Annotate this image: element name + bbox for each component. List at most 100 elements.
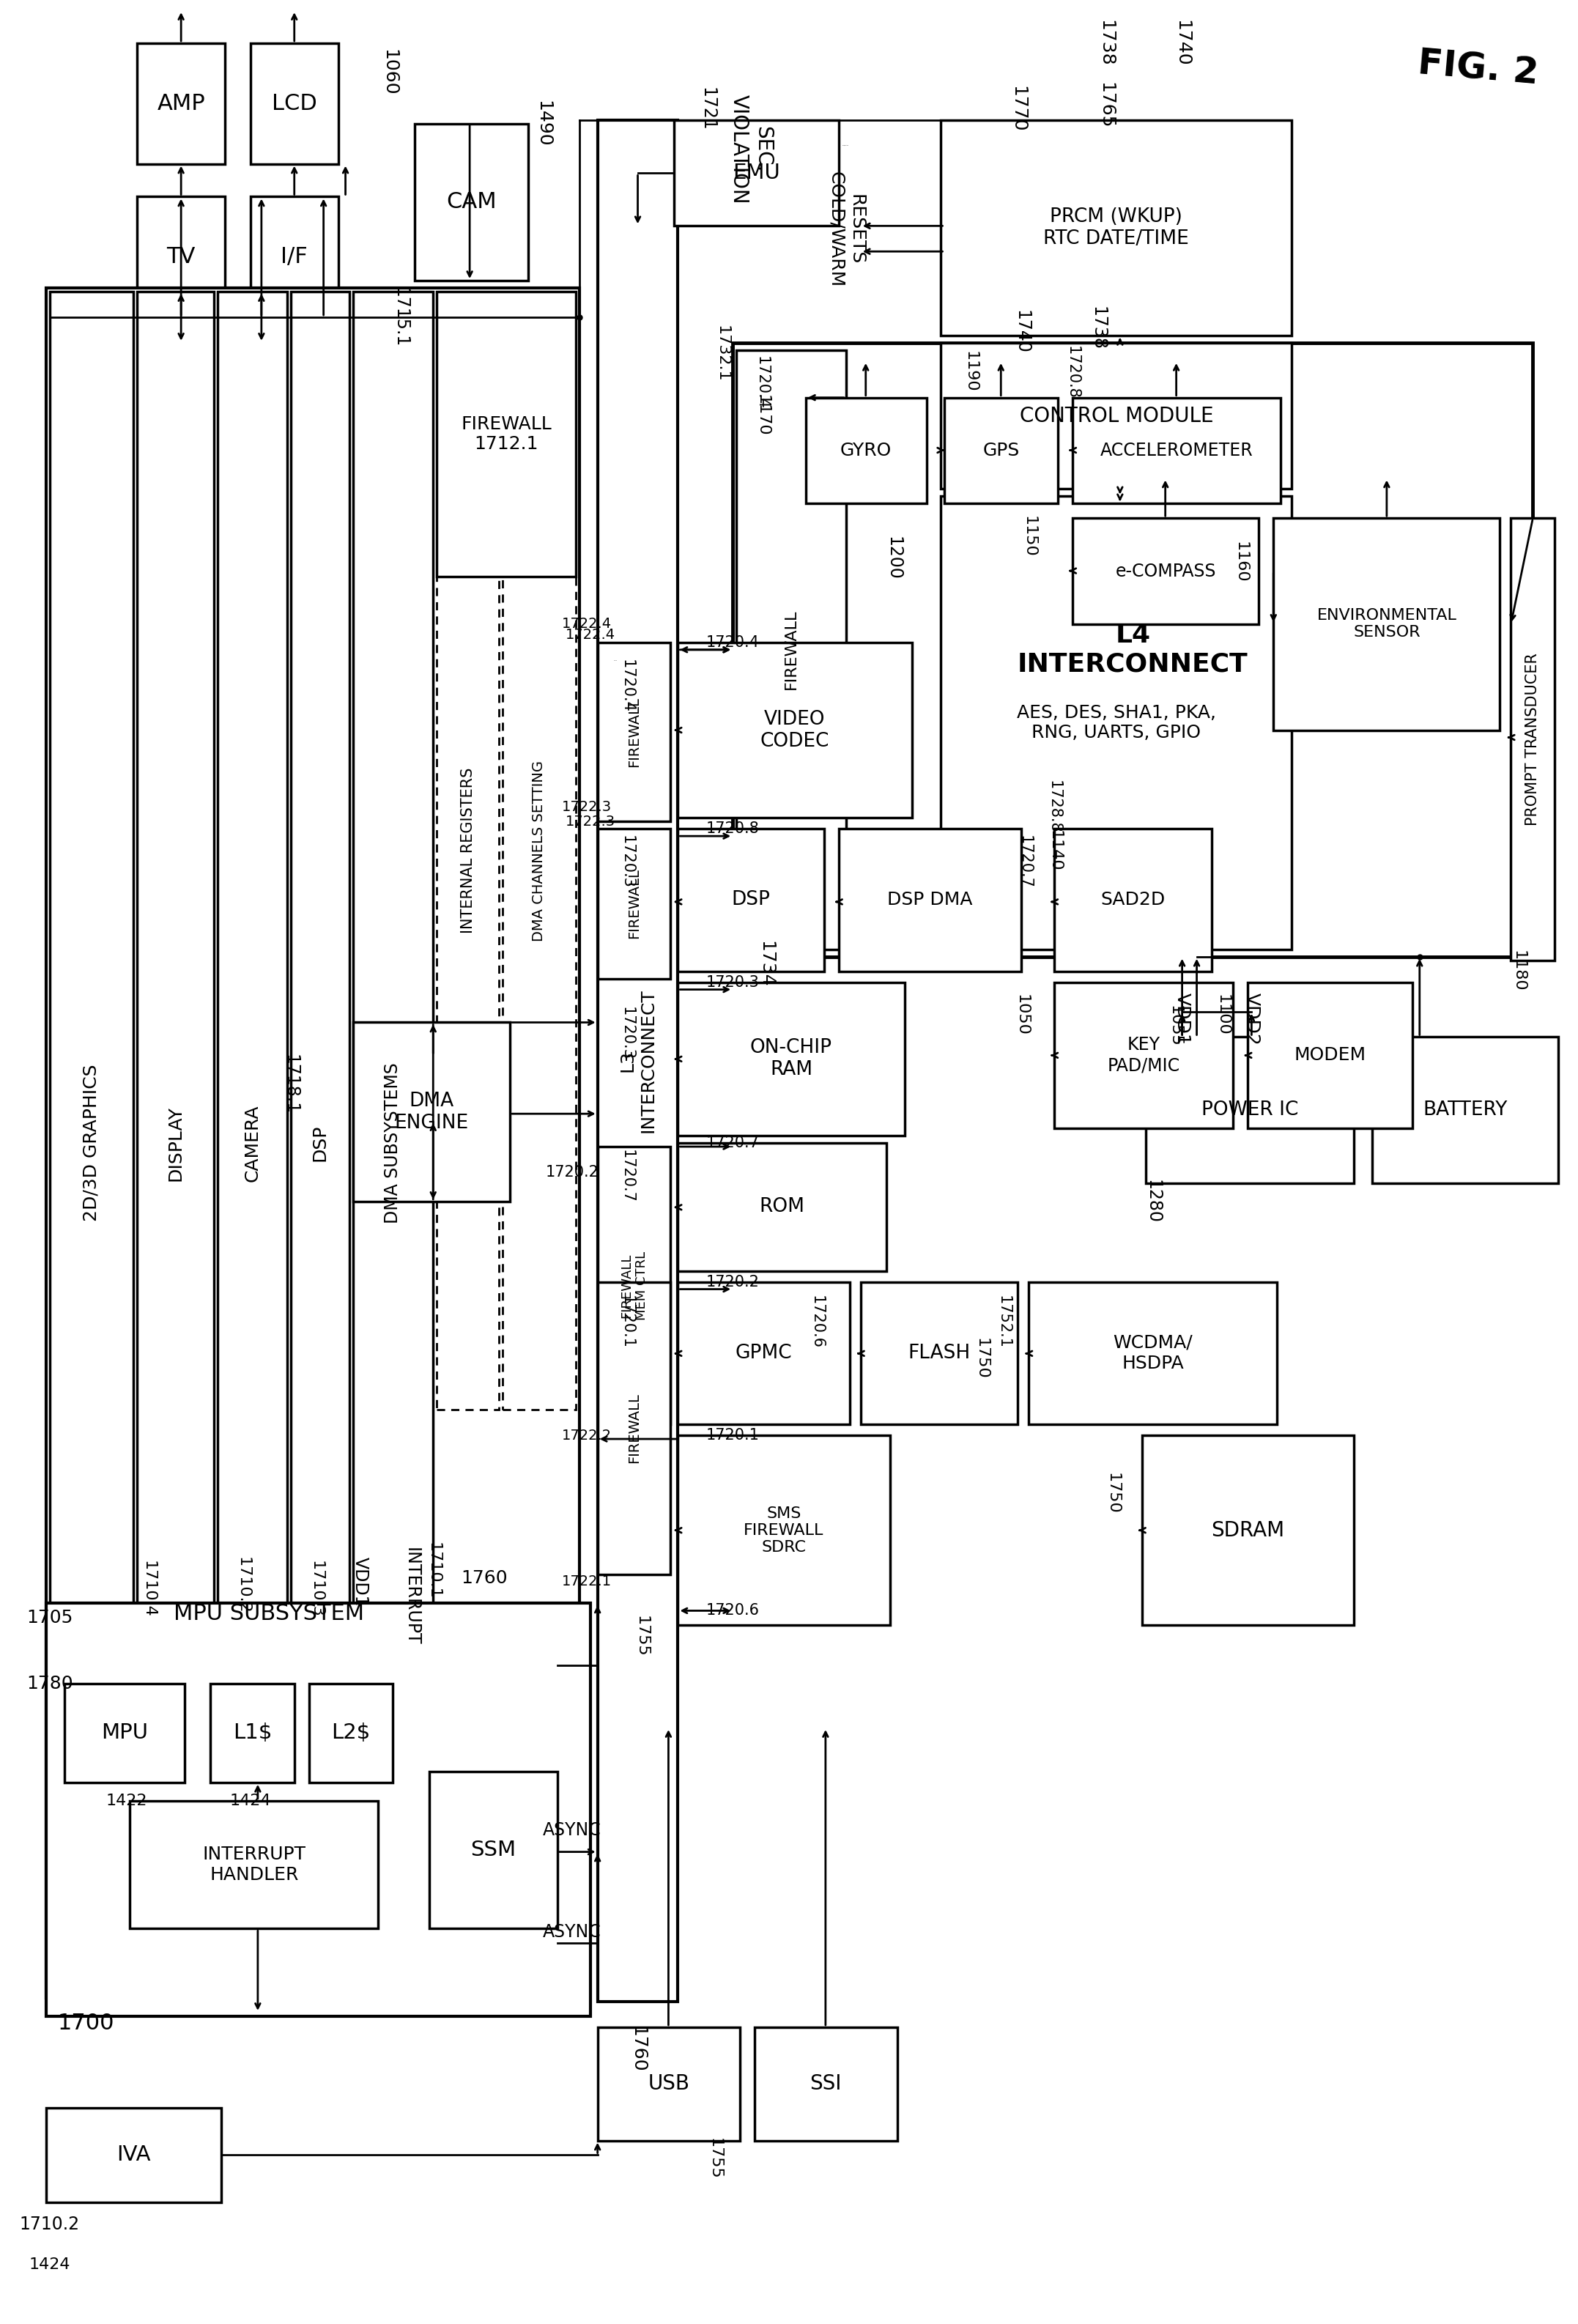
Text: 1280: 1280 <box>1144 1181 1161 1222</box>
Text: EMU: EMU <box>732 163 780 184</box>
Text: AES, DES, SHA1, PKA,
RNG, UARTS, GPIO: AES, DES, SHA1, PKA, RNG, UARTS, GPIO <box>1016 704 1217 741</box>
Text: DSP DMA: DSP DMA <box>887 890 972 909</box>
Text: TV: TV <box>167 246 196 267</box>
Text: FIG. 2: FIG. 2 <box>1415 46 1540 91</box>
Text: 1750: 1750 <box>1105 1473 1120 1515</box>
Text: RESETS
COLD/WARM: RESETS COLD/WARM <box>827 172 865 288</box>
Text: 1720.7: 1720.7 <box>705 1136 759 1150</box>
Text: FLASH: FLASH <box>907 1343 970 1362</box>
Text: CAM: CAM <box>447 191 497 214</box>
Bar <box>1073 518 1259 625</box>
Text: 1738: 1738 <box>1089 307 1106 351</box>
Bar <box>309 1685 393 1783</box>
Text: FIREWALL: FIREWALL <box>626 1392 641 1464</box>
Text: L2$: L2$ <box>331 1722 371 1743</box>
Bar <box>679 1143 887 1271</box>
Text: FIREWALL
MEM CTRL: FIREWALL MEM CTRL <box>620 1250 649 1320</box>
Bar <box>46 288 579 1999</box>
Text: 1752.1: 1752.1 <box>996 1294 1010 1348</box>
Text: 1720.2: 1720.2 <box>546 1164 598 1181</box>
Bar <box>598 1283 671 1573</box>
Text: 1424: 1424 <box>230 1794 271 1808</box>
Text: 1718.1: 1718.1 <box>282 1055 300 1116</box>
Text: 1740: 1740 <box>1013 309 1030 353</box>
Bar <box>251 44 338 163</box>
Bar <box>1248 983 1412 1129</box>
Text: ASYNC: ASYNC <box>543 1822 601 1838</box>
Text: VDD1: VDD1 <box>1174 992 1191 1046</box>
Text: INTERRUPT
HANDLER: INTERRUPT HANDLER <box>202 1845 306 1885</box>
Bar <box>1273 518 1501 730</box>
Bar <box>598 641 671 820</box>
Text: POWER IC: POWER IC <box>1201 1102 1299 1120</box>
Text: GPS: GPS <box>983 442 1019 460</box>
Bar <box>1510 518 1554 960</box>
Text: 1200: 1200 <box>885 537 903 581</box>
Text: PROMPT TRANSDUCER: PROMPT TRANSDUCER <box>1526 653 1540 825</box>
Text: 1720.7: 1720.7 <box>1018 834 1032 888</box>
Bar <box>353 290 432 1994</box>
Text: 1055: 1055 <box>1168 1006 1182 1046</box>
Bar <box>945 397 1057 504</box>
Text: 1422: 1422 <box>106 1794 147 1808</box>
Text: MPU: MPU <box>101 1722 148 1743</box>
Text: DSP: DSP <box>732 890 770 909</box>
Bar <box>437 290 576 576</box>
Text: 1720.3: 1720.3 <box>620 1006 634 1060</box>
Text: GPMC: GPMC <box>735 1343 792 1362</box>
Bar <box>137 44 226 163</box>
Text: ACCELEROMETER: ACCELEROMETER <box>1100 442 1253 460</box>
Bar <box>1054 830 1212 971</box>
Text: CAMERA: CAMERA <box>243 1104 260 1181</box>
Bar <box>1029 1283 1277 1425</box>
Bar <box>290 290 349 1994</box>
Bar <box>940 121 1292 335</box>
Bar <box>137 290 215 1994</box>
Text: 1734: 1734 <box>757 941 775 988</box>
Bar <box>1073 397 1281 504</box>
Text: 1705: 1705 <box>27 1608 73 1627</box>
Text: DMA
ENGINE: DMA ENGINE <box>394 1092 469 1132</box>
Text: 1770: 1770 <box>1008 86 1027 132</box>
Bar <box>65 1685 185 1783</box>
Bar <box>137 198 226 318</box>
Text: 1740: 1740 <box>1174 21 1191 67</box>
Text: 1160: 1160 <box>1234 541 1248 583</box>
Text: USB: USB <box>649 2073 690 2094</box>
Text: 1710.1: 1710.1 <box>426 1543 440 1599</box>
Text: KEY
PAD/MIC: KEY PAD/MIC <box>1108 1037 1180 1074</box>
Text: PRCM (WKUP)
RTC DATE/TIME: PRCM (WKUP) RTC DATE/TIME <box>1043 207 1190 249</box>
Text: 1720.1: 1720.1 <box>620 1294 634 1348</box>
Text: 1722.1: 1722.1 <box>562 1573 612 1587</box>
Text: SDRAM: SDRAM <box>1212 1520 1284 1541</box>
Bar <box>46 1604 590 2017</box>
Bar <box>502 290 576 1411</box>
Text: 2D/3D GRAPHICS: 2D/3D GRAPHICS <box>82 1064 101 1222</box>
Text: VDD2: VDD2 <box>1243 992 1261 1046</box>
Text: 1700: 1700 <box>58 2013 115 2034</box>
Bar <box>437 290 499 1411</box>
Bar <box>674 121 838 225</box>
Text: 1720.4: 1720.4 <box>620 660 634 713</box>
Text: 1760: 1760 <box>461 1569 508 1587</box>
Text: WCDMA/
HSDPA: WCDMA/ HSDPA <box>1112 1334 1193 1371</box>
Bar <box>46 2108 221 2203</box>
Text: 1722.2: 1722.2 <box>562 1429 612 1443</box>
Text: L4
INTERCONNECT: L4 INTERCONNECT <box>1018 623 1248 676</box>
Text: 1190: 1190 <box>963 351 977 393</box>
Text: DMA SUBSYSTEMS: DMA SUBSYSTEMS <box>383 1062 402 1222</box>
Text: I/F: I/F <box>281 246 308 267</box>
Bar <box>806 397 926 504</box>
Text: 1738: 1738 <box>1097 21 1114 67</box>
Text: 1710.2: 1710.2 <box>235 1557 251 1613</box>
Text: 1720.7: 1720.7 <box>620 1148 634 1202</box>
Bar <box>679 983 904 1136</box>
Text: SSM: SSM <box>470 1841 516 1859</box>
Text: 1720.3: 1720.3 <box>705 974 759 990</box>
Text: 1722.3: 1722.3 <box>565 813 615 827</box>
Bar <box>49 290 134 1994</box>
Text: 1424: 1424 <box>28 2257 71 2273</box>
Text: 1140: 1140 <box>1046 830 1062 872</box>
Text: 1732.1: 1732.1 <box>715 325 729 381</box>
Text: 1050: 1050 <box>1015 995 1029 1037</box>
